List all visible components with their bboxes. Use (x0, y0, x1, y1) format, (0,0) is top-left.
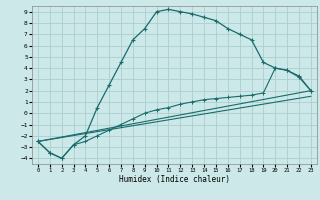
X-axis label: Humidex (Indice chaleur): Humidex (Indice chaleur) (119, 175, 230, 184)
